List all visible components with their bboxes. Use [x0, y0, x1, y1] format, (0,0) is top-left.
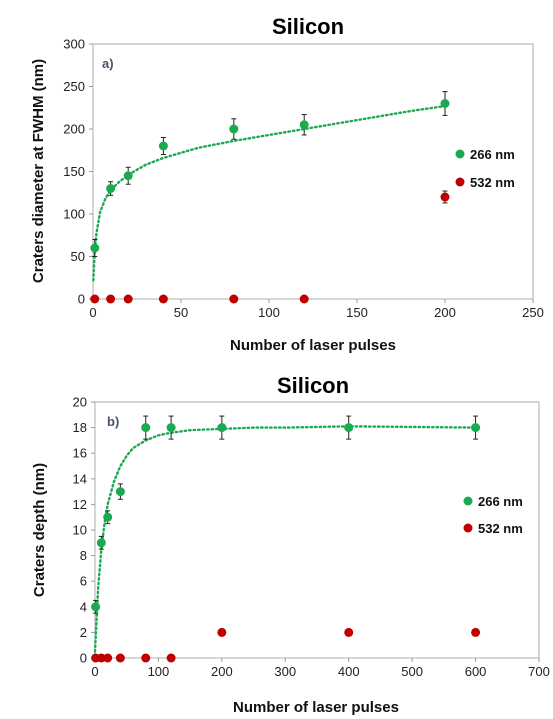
chart-b-data-point-series-1 — [96, 653, 106, 663]
chart-a-data-point-series-1 — [440, 192, 450, 202]
chart-b-x-axis-label: Number of laser pulses — [233, 699, 399, 716]
chart-b-y-tick-label: 0 — [80, 651, 87, 666]
chart-b-plot-area: 0 100 200 300 400 500 600 700 0 2 4 6 8 10 12 14 16 18 20 — [73, 395, 550, 680]
chart-b-x-tick-label: 300 — [274, 664, 296, 679]
legend-label-266nm: 266 nm — [478, 494, 523, 509]
chart-a-data-point-series-0 — [106, 184, 116, 193]
chart-b-data-point-series-0 — [217, 423, 227, 433]
legend-marker-266nm — [463, 496, 473, 506]
chart-b-legend: 266 nm 532 nm — [463, 494, 523, 536]
chart-a-y-tick-label: 150 — [63, 164, 85, 179]
chart-b-data-point-series-0 — [96, 538, 106, 548]
chart-b-data-point-series-1 — [166, 653, 176, 663]
chart-b-y-tick-label: 10 — [73, 523, 87, 538]
chart-b-x-tick-label: 600 — [465, 664, 487, 679]
chart-a-x-tick-label: 150 — [346, 305, 368, 320]
chart-b-y-tick-label: 16 — [73, 446, 87, 461]
chart-a-data-point-series-0 — [90, 243, 100, 253]
chart-b-x-tick-label: 0 — [91, 664, 98, 679]
chart-b-plot-frame — [94, 401, 540, 659]
legend-label-532nm: 532 nm — [470, 175, 515, 190]
legend-label-266nm: 266 nm — [470, 147, 515, 162]
chart-b-trendline-0 — [93, 425, 477, 653]
legend-marker-532nm — [455, 177, 465, 187]
legend-label-532nm: 532 nm — [478, 521, 523, 536]
chart-a-y-tick-label: 50 — [71, 249, 85, 264]
chart-b-data-point-series-0 — [115, 487, 125, 497]
chart-b-y-tick-label: 6 — [80, 574, 87, 589]
chart-b-y-tick-label: 18 — [73, 420, 87, 435]
chart-b-data-point-series-0 — [91, 602, 101, 612]
chart-a-title: Silicon — [272, 14, 344, 39]
chart-a-legend: 266 nm 532 nm — [455, 147, 515, 190]
chart-b-x-tick-label: 700 — [528, 664, 550, 679]
chart-b-y-tick-label: 12 — [73, 497, 87, 512]
chart-a-y-tick-label: 100 — [63, 207, 85, 222]
chart-b-data-point-series-0 — [344, 423, 354, 433]
chart-a-data-point-series-1 — [158, 294, 168, 304]
chart-a-x-tick-label: 250 — [522, 305, 544, 320]
chart-b-panel-label: b) — [107, 414, 119, 429]
chart-b-data-point-series-0 — [471, 423, 481, 433]
chart-a-y-tick-label: 200 — [63, 122, 85, 137]
chart-a-data-point-series-1 — [229, 294, 239, 304]
chart-b-x-tick-label: 200 — [211, 664, 233, 679]
legend-marker-532nm — [463, 523, 473, 533]
chart-b-y-tick-label: 4 — [80, 599, 87, 614]
chart-b-y-tick-label: 2 — [80, 625, 87, 640]
chart-a-x-tick-label: 200 — [434, 305, 456, 320]
legend-marker-266nm — [455, 149, 465, 159]
chart-b-svg: Silicon b) Number of laser pulses Crater… — [31, 373, 550, 716]
chart-b-title: Silicon — [277, 373, 349, 398]
chart-a-data-point-series-1 — [299, 294, 309, 304]
chart-b-y-tick-label: 14 — [73, 471, 87, 486]
chart-a-y-tick-label: 300 — [63, 37, 85, 52]
chart-a-data-point-series-1 — [123, 294, 133, 304]
chart-b-y-tick-label: 20 — [73, 395, 87, 410]
chart-b-y-tick-label: 8 — [80, 548, 87, 563]
chart-a-data-point-series-0 — [123, 171, 133, 181]
chart-a-x-tick-label: 100 — [258, 305, 280, 320]
chart-a-trendline-0 — [92, 104, 447, 282]
chart-b-data-point-series-1 — [103, 653, 113, 663]
chart-a-y-tick-label: 0 — [78, 292, 85, 307]
chart-b-x-tick-label: 400 — [338, 664, 360, 679]
chart-b-x-tick-label: 100 — [148, 664, 170, 679]
chart-panel-a: Silicon a) Number of laser pulses Crater… — [30, 14, 544, 354]
chart-b-data-point-series-1 — [471, 627, 481, 637]
chart-a-plot-area: 0 50 100 150 200 250 0 50 100 150 200 250 300 — [63, 37, 544, 321]
chart-a-y-tick-label: 250 — [63, 79, 85, 94]
chart-b-data-point-series-0 — [166, 423, 176, 433]
chart-b-x-tick-label: 500 — [401, 664, 423, 679]
chart-b-data-point-series-1 — [344, 627, 354, 637]
chart-a-x-axis-label: Number of laser pulses — [230, 337, 396, 354]
chart-a-data-point-series-1 — [90, 294, 100, 304]
chart-b-data-point-series-0 — [103, 512, 113, 522]
chart-a-data-point-series-1 — [106, 294, 116, 304]
chart-a-svg: Silicon a) Number of laser pulses Crater… — [30, 14, 544, 354]
chart-a-data-point-series-0 — [299, 120, 309, 130]
chart-b-y-axis-label: Craters depth (nm) — [31, 463, 48, 597]
chart-a-panel-label: a) — [102, 56, 114, 71]
chart-b-data-point-series-0 — [141, 423, 151, 433]
chart-panel-b: Silicon b) Number of laser pulses Crater… — [0, 360, 553, 719]
chart-b-data-point-series-1 — [141, 653, 151, 663]
chart-a-x-tick-label: 0 — [89, 305, 96, 320]
chart-b-data-point-series-1 — [115, 653, 125, 663]
chart-a-x-tick-label: 50 — [174, 305, 188, 320]
chart-b-data-point-series-1 — [217, 627, 227, 637]
chart-a-data-point-series-0 — [229, 124, 239, 134]
chart-a-data-point-series-0 — [158, 141, 168, 151]
chart-a-plot-frame — [92, 43, 534, 300]
chart-a-data-point-series-0 — [440, 99, 450, 108]
chart-a-y-axis-label: Craters diameter at FWHM (nm) — [30, 59, 47, 283]
